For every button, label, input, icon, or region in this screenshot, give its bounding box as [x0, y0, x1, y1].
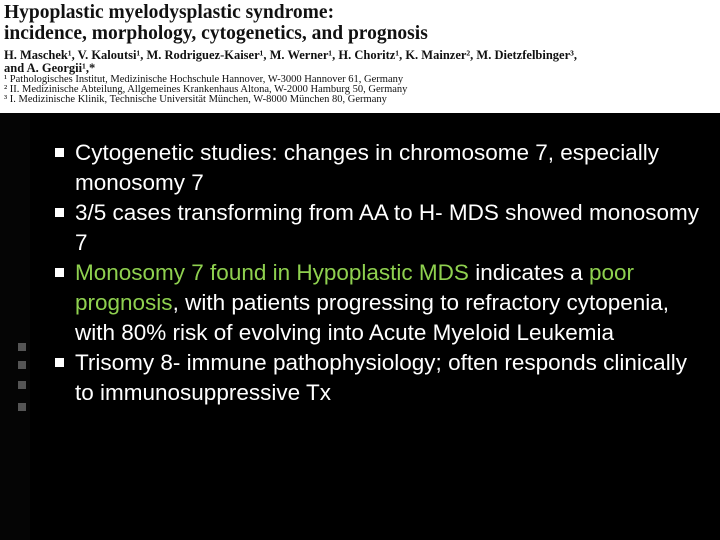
affiliations: ¹ Pathologisches Institut, Medizinische …	[0, 74, 720, 105]
title-line: Hypoplastic myelodysplastic syndrome:	[4, 2, 335, 23]
affiliation: ³ I. Medizinische Klinik, Technische Uni…	[4, 94, 387, 105]
decor-square	[18, 403, 26, 411]
paper-header: Hypoplastic myelodysplastic syndrome: in…	[0, 0, 720, 113]
bullet-text: poor prognosis	[75, 260, 635, 315]
bullet-text: Cytogenetic studies: changes in chromoso…	[75, 140, 660, 195]
author-line: and A. Georgii¹,*	[4, 61, 96, 75]
author-line: H. Maschek¹, V. Kaloutsi¹, M. Rodriguez-…	[4, 48, 578, 62]
bullet-text: 3/5 cases transforming from AA to H- MDS…	[75, 200, 699, 255]
decor-square	[18, 381, 26, 389]
bullet-marker	[55, 148, 64, 157]
bullet: 3/5 cases transforming from AA to H- MDS…	[55, 198, 700, 258]
decor-square	[18, 343, 26, 351]
bullet-marker	[55, 268, 64, 277]
bullet: Trisomy 8- immune pathophysiology; often…	[55, 348, 700, 408]
bullet-text: indicates a	[468, 260, 590, 285]
bullet-list: Cytogenetic studies: changes in chromoso…	[55, 138, 700, 408]
affiliation: ¹ Pathologisches Institut, Medizinische …	[4, 74, 404, 85]
title-line: incidence, morphology, cytogenetics, and…	[4, 23, 428, 44]
decor-strip	[0, 113, 30, 540]
authors: H. Maschek¹, V. Kaloutsi¹, M. Rodriguez-…	[0, 49, 720, 75]
bullet-text: , with patients progressing to refractor…	[75, 290, 670, 345]
bullet-text: Trisomy 8- immune pathophysiology; often…	[75, 350, 687, 405]
bullet-marker	[55, 358, 64, 367]
decor-square	[18, 361, 26, 369]
bullet-text: Monosomy 7 found in Hypoplastic MDS	[75, 260, 469, 285]
affiliation: ² II. Medizinische Abteilung, Allgemeine…	[4, 84, 408, 95]
bullet: Monosomy 7 found in Hypoplastic MDS indi…	[55, 258, 700, 348]
bullet: Cytogenetic studies: changes in chromoso…	[55, 138, 700, 198]
paper-title: Hypoplastic myelodysplastic syndrome: in…	[0, 2, 720, 44]
bullet-marker	[55, 208, 64, 217]
